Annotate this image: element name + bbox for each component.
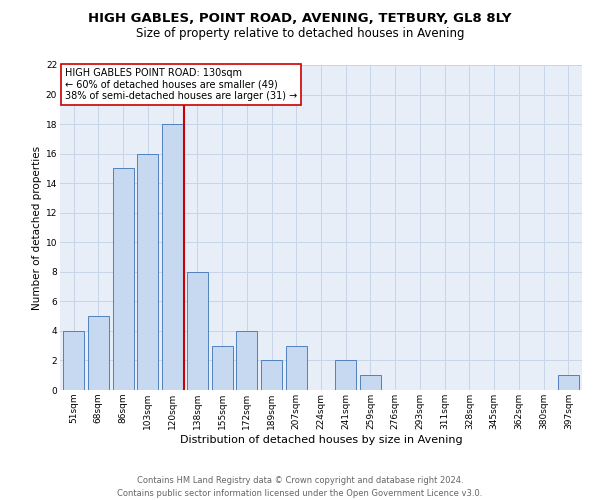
Bar: [236, 331, 257, 390]
Bar: [162, 124, 183, 390]
Bar: [212, 346, 233, 390]
Bar: [187, 272, 208, 390]
Text: Size of property relative to detached houses in Avening: Size of property relative to detached ho…: [136, 28, 464, 40]
Bar: [286, 346, 307, 390]
Text: HIGH GABLES, POINT ROAD, AVENING, TETBURY, GL8 8LY: HIGH GABLES, POINT ROAD, AVENING, TETBUR…: [88, 12, 512, 26]
Text: Contains HM Land Registry data © Crown copyright and database right 2024.
Contai: Contains HM Land Registry data © Crown c…: [118, 476, 482, 498]
Bar: [558, 375, 579, 390]
X-axis label: Distribution of detached houses by size in Avening: Distribution of detached houses by size …: [179, 434, 463, 444]
Bar: [360, 375, 381, 390]
Y-axis label: Number of detached properties: Number of detached properties: [32, 146, 41, 310]
Text: HIGH GABLES POINT ROAD: 130sqm
← 60% of detached houses are smaller (49)
38% of : HIGH GABLES POINT ROAD: 130sqm ← 60% of …: [65, 68, 298, 102]
Bar: [137, 154, 158, 390]
Bar: [88, 316, 109, 390]
Bar: [63, 331, 84, 390]
Bar: [261, 360, 282, 390]
Bar: [335, 360, 356, 390]
Bar: [113, 168, 134, 390]
